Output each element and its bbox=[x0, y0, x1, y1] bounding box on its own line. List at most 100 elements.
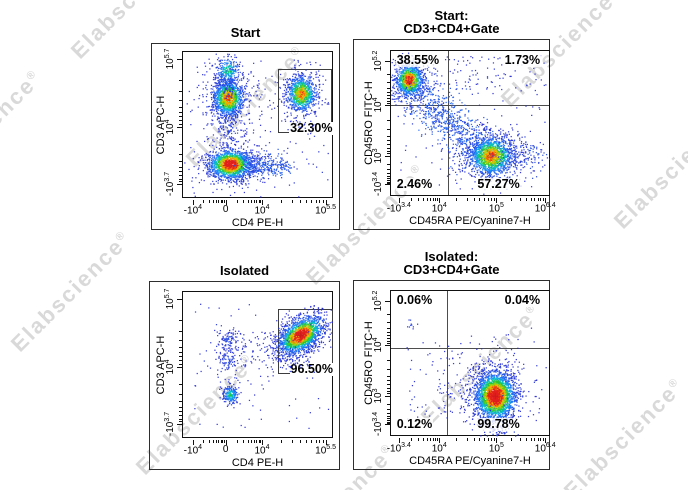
y-minor-tick bbox=[387, 169, 390, 171]
x-minor-tick bbox=[433, 198, 434, 201]
y-minor-tick bbox=[179, 415, 182, 417]
y-minor-tick bbox=[179, 418, 182, 420]
y-minor-tick bbox=[387, 393, 390, 395]
y-tick-label: 103 bbox=[371, 388, 385, 404]
x-minor-tick bbox=[437, 198, 439, 201]
y-minor-tick bbox=[179, 346, 182, 348]
y-tick-mark bbox=[385, 395, 390, 397]
x-minor-tick bbox=[483, 198, 485, 201]
x-minor-tick bbox=[534, 198, 536, 201]
plot-title: Start bbox=[139, 26, 352, 39]
x-minor-tick bbox=[243, 200, 244, 203]
y-tick-label: 104 bbox=[371, 337, 385, 353]
x-minor-tick bbox=[258, 200, 260, 203]
x-tick-mark bbox=[325, 200, 327, 205]
quadrant-percentage-br: 57.27% bbox=[476, 176, 521, 191]
x-minor-tick bbox=[306, 440, 308, 443]
y-minor-tick bbox=[387, 179, 390, 181]
y-minor-tick bbox=[179, 166, 182, 168]
x-tick-label: 105.5 bbox=[315, 444, 337, 457]
y-minor-tick bbox=[179, 319, 182, 321]
x-minor-tick bbox=[540, 198, 542, 201]
x-minor-tick bbox=[292, 440, 294, 443]
y-tick-label: 105.7 bbox=[163, 48, 177, 70]
y-minor-tick bbox=[387, 140, 390, 142]
plot-outer-box: 38.55% 1.73% 2.46% 57.27% CD45RA PE/Cyanine… bbox=[353, 39, 556, 230]
quadrant-percentage-tl: 38.55% bbox=[395, 52, 441, 67]
x-minor-tick bbox=[292, 200, 294, 203]
x-minor-tick bbox=[251, 200, 253, 203]
x-minor-tick bbox=[253, 200, 255, 203]
quadrant-percentage-tl: 0.06% bbox=[395, 292, 434, 307]
y-minor-tick bbox=[179, 144, 182, 146]
x-minor-tick bbox=[423, 438, 425, 441]
y-minor-tick bbox=[387, 144, 390, 146]
x-tick-mark bbox=[225, 440, 227, 445]
x-minor-tick bbox=[511, 438, 513, 441]
x-tick-label: 0 bbox=[222, 204, 229, 215]
plot-outer-box: 0.06% 0.04% 0.12% 99.78% CD45RA PE/Cyanine7… bbox=[353, 280, 556, 470]
plot-title-line: CD3+CD4+Gate bbox=[403, 262, 500, 277]
x-tick-label: -104 bbox=[183, 444, 203, 457]
x-axis-label: CD4 PE-H bbox=[231, 457, 284, 469]
y-tick-label: 104 bbox=[371, 97, 385, 113]
x-tick-label: 105 bbox=[488, 442, 504, 455]
quadrant-percentage-tr: 0.04% bbox=[503, 292, 542, 307]
x-minor-tick bbox=[537, 198, 539, 201]
y-tick-mark bbox=[385, 61, 390, 63]
plot-title-line: Isolated bbox=[219, 263, 270, 278]
y-minor-tick bbox=[387, 360, 390, 362]
watermark-text: Elabscience® bbox=[608, 110, 688, 234]
dot-plot-canvas bbox=[183, 52, 334, 199]
y-minor-tick bbox=[387, 404, 390, 406]
x-tick-mark bbox=[325, 440, 327, 445]
x-minor-tick bbox=[256, 200, 258, 203]
y-minor-tick bbox=[387, 150, 390, 152]
y-minor-tick bbox=[387, 172, 390, 174]
y-minor-tick bbox=[387, 175, 390, 177]
y-minor-tick bbox=[387, 387, 390, 389]
y-minor-tick bbox=[179, 421, 182, 423]
y-tick-mark bbox=[385, 301, 390, 303]
y-minor-tick bbox=[387, 98, 390, 100]
panel-start: Start 32.30% CD4 PE-H CD3 APC-H -1040104… bbox=[151, 26, 340, 230]
quadrant-percentage-bl: 2.46% bbox=[395, 176, 434, 191]
y-minor-tick bbox=[179, 384, 182, 386]
x-tick-label: 106.4 bbox=[534, 442, 556, 455]
y-tick-mark bbox=[177, 299, 182, 301]
y-minor-tick bbox=[387, 338, 390, 340]
y-minor-tick bbox=[387, 82, 390, 84]
y-minor-tick bbox=[387, 177, 390, 179]
y-minor-tick bbox=[387, 331, 390, 333]
x-tick-mark bbox=[439, 438, 441, 443]
x-tick-label: 104 bbox=[431, 442, 447, 455]
x-minor-tick bbox=[222, 440, 224, 443]
y-tick-mark bbox=[385, 155, 390, 157]
x-tick-label: -104 bbox=[183, 204, 203, 217]
x-tick-label: 104 bbox=[431, 202, 447, 215]
plot-area: 0.06% 0.04% 0.12% 99.78% bbox=[390, 290, 551, 437]
x-minor-tick bbox=[511, 198, 513, 201]
x-minor-tick bbox=[247, 440, 249, 443]
y-minor-tick bbox=[387, 335, 390, 337]
x-minor-tick bbox=[315, 440, 317, 443]
y-minor-tick bbox=[387, 87, 390, 89]
y-tick-label: 105.2 bbox=[371, 290, 385, 312]
dot-plot-canvas bbox=[183, 292, 334, 439]
y-tick-label: -103.4 bbox=[371, 412, 385, 437]
y-minor-tick bbox=[387, 412, 390, 414]
x-axis-label: CD45RA PE/Cyanine7-H bbox=[409, 215, 531, 227]
y-minor-tick bbox=[387, 415, 390, 417]
plot-title-line: Start bbox=[230, 25, 261, 40]
x-minor-tick bbox=[300, 200, 302, 203]
plot-outer-box: 96.50% CD4 PE-H CD3 APC-H -1040104105.51… bbox=[149, 281, 340, 470]
x-minor-tick bbox=[322, 200, 324, 203]
x-minor-tick bbox=[519, 198, 521, 201]
x-minor-tick bbox=[220, 200, 222, 203]
y-tick-mark bbox=[177, 59, 182, 61]
x-minor-tick bbox=[437, 438, 439, 441]
y-minor-tick bbox=[179, 154, 182, 156]
y-minor-tick bbox=[387, 153, 390, 155]
y-minor-tick bbox=[387, 390, 390, 392]
x-minor-tick bbox=[281, 200, 283, 203]
